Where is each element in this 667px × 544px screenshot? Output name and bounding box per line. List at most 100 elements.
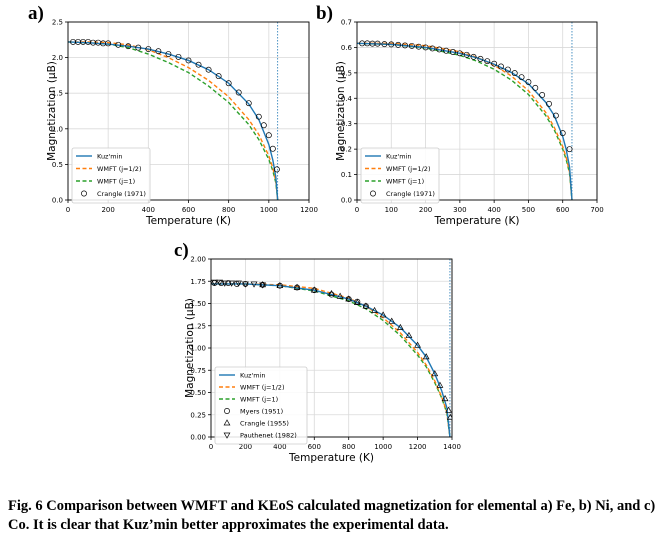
data-point xyxy=(225,80,232,87)
plot-area xyxy=(211,279,452,437)
legend-label: WMFT (j=1/2) xyxy=(240,384,284,392)
data-point xyxy=(511,70,518,77)
data-point xyxy=(436,46,443,53)
y-axis-label: Magnetization (μB) xyxy=(184,298,196,398)
legend-label: Crangle (1955) xyxy=(240,420,289,428)
x-tick-label: 400 xyxy=(142,206,155,214)
plot-area xyxy=(357,40,573,200)
x-tick-label: 0 xyxy=(66,206,70,214)
legend-label: Crangle (1971) xyxy=(386,190,435,198)
x-tick-label: 600 xyxy=(556,206,569,214)
data-point xyxy=(498,63,504,70)
data-point xyxy=(443,47,450,54)
data-point xyxy=(205,66,212,73)
series-line-0 xyxy=(68,41,279,200)
data-point xyxy=(388,317,396,324)
chart-a: 0 200 400 600 800 1000 1200 0.0 0.5 1.0 1.5 2.0 2.5 T… xyxy=(46,19,318,228)
x-tick-label: 1200 xyxy=(409,443,427,451)
x-tick-label: 400 xyxy=(487,206,500,214)
legend-box xyxy=(360,147,440,204)
data-point xyxy=(250,281,258,288)
data-point xyxy=(276,281,284,289)
data-point xyxy=(546,100,552,107)
data-point xyxy=(260,122,267,129)
data-point xyxy=(374,40,381,47)
data-point xyxy=(441,395,449,402)
y-tick-label: 0.25 xyxy=(190,411,206,419)
legend-label: WMFT (j=1) xyxy=(386,178,424,186)
legend-marker xyxy=(223,419,231,426)
data-point xyxy=(185,57,192,64)
x-axis-label: Temperature (K) xyxy=(145,215,231,227)
data-point xyxy=(353,298,361,305)
data-point xyxy=(396,323,404,330)
legend-label: WMFT (j=1/2) xyxy=(386,165,430,173)
series-line-2 xyxy=(357,42,573,200)
legend-label: Kuz'min xyxy=(240,372,266,380)
data-point xyxy=(221,280,229,287)
data-point xyxy=(470,53,477,60)
series-line-0 xyxy=(357,42,573,200)
data-point xyxy=(525,79,532,85)
data-point xyxy=(269,145,276,152)
x-tick-label: 1200 xyxy=(300,206,318,214)
y-tick-label: 0.7 xyxy=(341,19,352,27)
panel-label-b: b) xyxy=(316,3,333,24)
data-point xyxy=(559,130,566,137)
data-point xyxy=(402,42,408,49)
y-tick-label: 0.6 xyxy=(341,44,353,52)
data-point xyxy=(362,302,370,309)
data-point xyxy=(429,45,436,52)
data-point xyxy=(477,55,484,62)
data-point xyxy=(422,44,429,51)
data-point xyxy=(155,48,162,55)
data-point xyxy=(328,289,335,297)
panel-label-c: c) xyxy=(174,240,189,261)
x-tick-label: 600 xyxy=(182,206,195,214)
x-tick-label: 400 xyxy=(273,443,286,451)
data-point xyxy=(235,280,242,287)
data-point xyxy=(265,132,272,139)
data-point xyxy=(371,306,378,313)
x-tick-label: 500 xyxy=(522,206,535,214)
data-point xyxy=(135,44,142,51)
data-point xyxy=(175,53,182,60)
data-point xyxy=(379,311,387,318)
data-point xyxy=(345,295,353,302)
x-tick-label: 300 xyxy=(453,206,466,214)
legend-box xyxy=(71,147,151,204)
y-tick-label: 0.50 xyxy=(190,389,206,397)
y-tick-label: 2.0 xyxy=(52,54,63,62)
panel-b: b) 0 100 200 300 400 500 600 700 0.0 0.1 0.2 0.3 0.4… xyxy=(316,0,663,232)
data-point xyxy=(165,51,172,57)
y-tick-label: 0.0 xyxy=(341,197,352,205)
data-point xyxy=(414,341,421,348)
legend-label: Kuz'min xyxy=(386,153,412,161)
legend: Kuz'min WMFT (j=1/2) WMFT (j=1) Myers (1951… xyxy=(214,366,308,445)
y-tick-label: 2.5 xyxy=(52,19,63,27)
data-point xyxy=(436,381,444,388)
data-point xyxy=(484,58,491,65)
panel-a: a) 0 200 400 600 800 1000 1200 0.0 0.5 1.0 1.5 2.0 2… xyxy=(0,0,325,232)
data-point xyxy=(532,84,539,91)
data-point xyxy=(408,42,415,49)
data-point xyxy=(422,353,430,360)
plot-area xyxy=(68,38,280,200)
y-axis-label: Magnetization (μB) xyxy=(335,61,347,161)
data-point xyxy=(242,281,249,288)
data-point xyxy=(273,166,280,173)
x-tick-label: 200 xyxy=(239,443,252,451)
y-axis-label: Magnetization (μB) xyxy=(46,61,58,161)
data-point xyxy=(431,370,439,377)
series-line-1 xyxy=(357,42,573,200)
x-tick-label: 800 xyxy=(342,443,355,451)
legend-label: Pauthenet (1982) xyxy=(240,432,297,440)
y-tick-label: 0.75 xyxy=(190,367,206,375)
data-point xyxy=(195,61,202,68)
data-point xyxy=(552,112,559,119)
y-tick-label: 1.00 xyxy=(190,345,206,353)
chart-b: 0 100 200 300 400 500 600 700 0.0 0.1 0.2 0.3 0.4 0.5… xyxy=(335,19,604,228)
data-point xyxy=(259,281,267,288)
data-point xyxy=(245,100,252,107)
x-tick-label: 0 xyxy=(209,443,213,451)
